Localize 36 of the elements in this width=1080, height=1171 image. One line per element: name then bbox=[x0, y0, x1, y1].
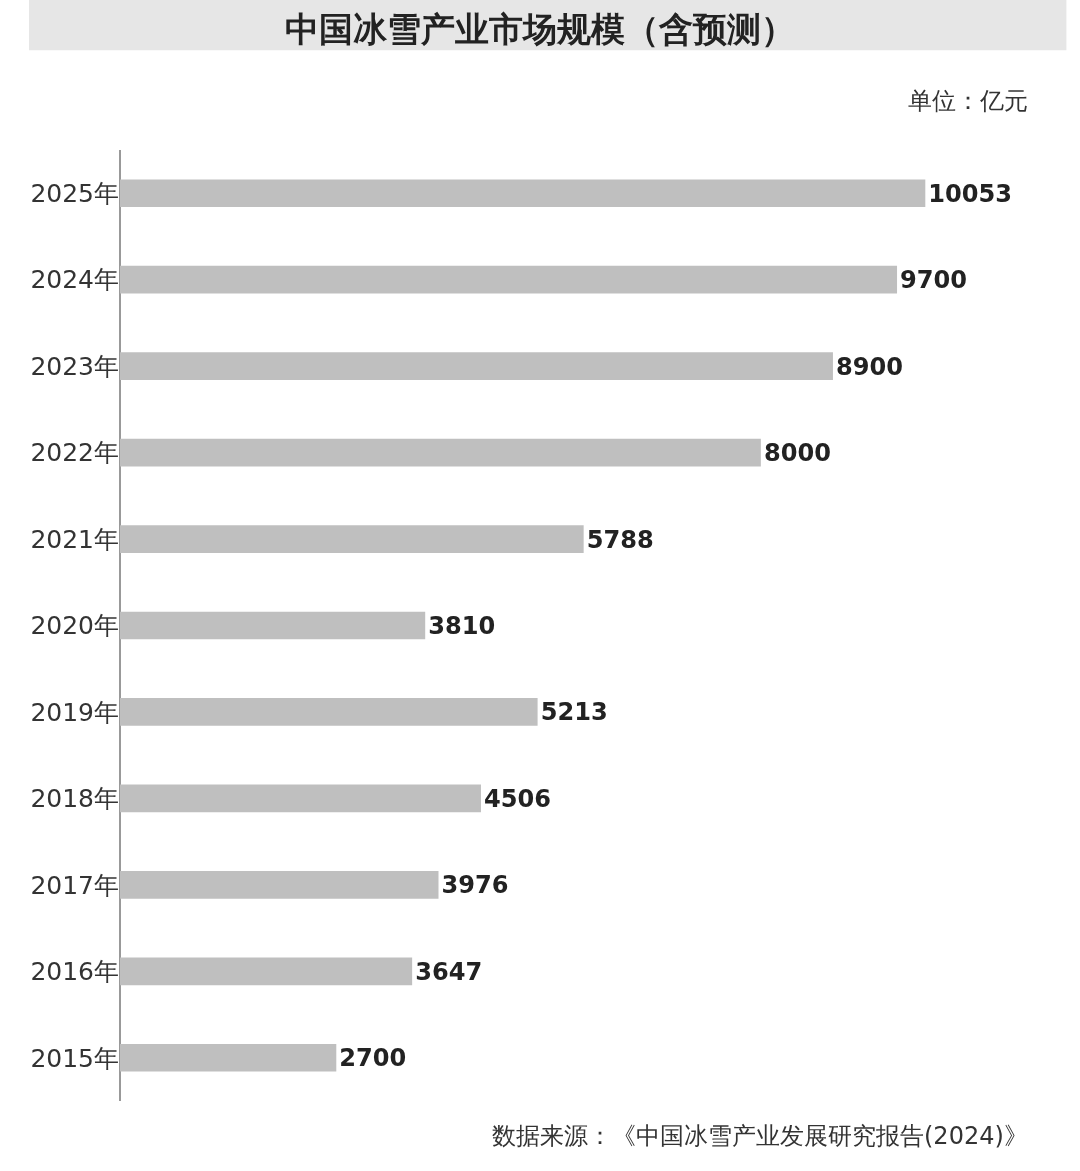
y-tick-label: 2019年 bbox=[30, 697, 119, 727]
y-tick-label: 2016年 bbox=[30, 957, 119, 987]
data-label: 5788 bbox=[586, 525, 654, 554]
y-tick-label: 2022年 bbox=[30, 438, 119, 468]
chart-title: 中国冰雪产业市场规模（含预测） bbox=[285, 9, 795, 50]
text: 单位：亿元 bbox=[908, 87, 1028, 115]
y-tick-label: 2023年 bbox=[30, 351, 119, 381]
y-tick-label: 2018年 bbox=[30, 784, 119, 814]
bar bbox=[120, 438, 761, 467]
bar bbox=[120, 611, 426, 640]
data-label: 4506 bbox=[483, 784, 551, 813]
bar bbox=[120, 179, 926, 208]
data-label: 2700 bbox=[339, 1044, 407, 1073]
bar bbox=[120, 265, 898, 294]
y-tick-label: 2024年 bbox=[30, 265, 119, 295]
y-tick-label: 2017年 bbox=[30, 870, 119, 900]
y-tick-label: 2020年 bbox=[30, 611, 119, 641]
data-label: 8900 bbox=[835, 352, 903, 381]
data-label: 8000 bbox=[763, 439, 831, 468]
bar bbox=[120, 957, 413, 986]
bar bbox=[120, 525, 584, 553]
y-tick-label: 2025年 bbox=[30, 178, 119, 208]
data-label: 3810 bbox=[428, 611, 496, 640]
data-label: 3647 bbox=[415, 957, 483, 986]
bar bbox=[120, 1043, 337, 1072]
y-tick-label: 2015年 bbox=[30, 1043, 119, 1073]
bar bbox=[120, 698, 538, 726]
data-label: 10053 bbox=[928, 179, 1013, 208]
bar bbox=[120, 871, 439, 899]
bar bbox=[120, 352, 833, 380]
data-label: 5213 bbox=[540, 698, 608, 727]
data-label: 3976 bbox=[441, 871, 509, 900]
data-label: 9700 bbox=[900, 266, 968, 295]
source-note: 数据来源：《中国冰雪产业发展研究报告(2024)》 bbox=[492, 1122, 1028, 1150]
y-tick-label: 2021年 bbox=[30, 524, 119, 554]
bar bbox=[120, 784, 481, 813]
